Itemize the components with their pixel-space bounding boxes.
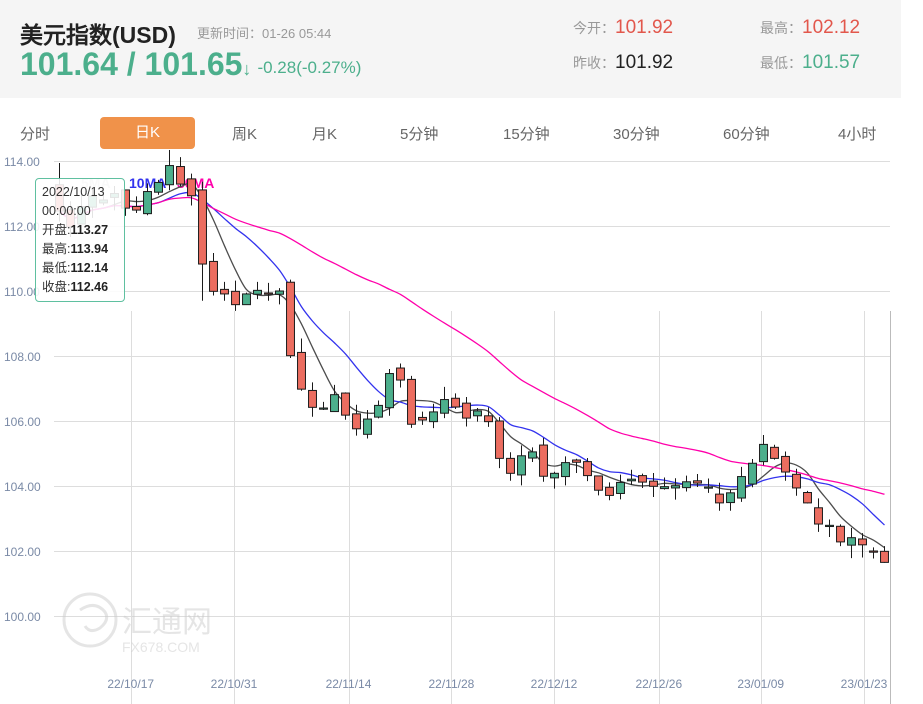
svg-text:FX678.COM: FX678.COM bbox=[122, 639, 200, 655]
svg-text:汇通网: 汇通网 bbox=[122, 606, 212, 639]
